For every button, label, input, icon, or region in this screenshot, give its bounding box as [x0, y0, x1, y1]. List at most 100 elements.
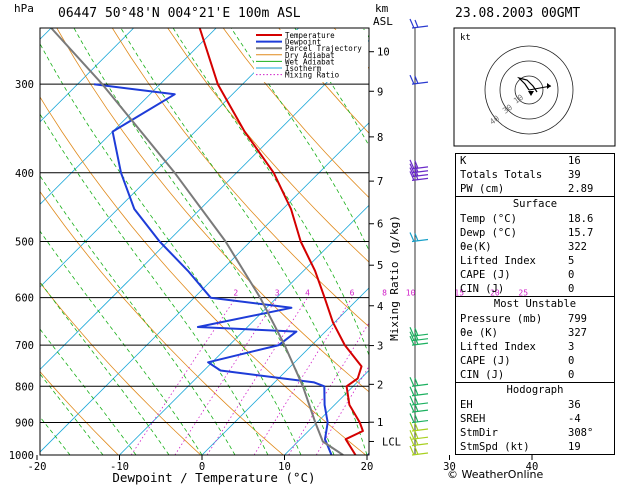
mixing-ratio-tick-label: 25 [518, 289, 528, 298]
wind-barb-flag [414, 378, 419, 386]
wet-adiabat-line [40, 230, 203, 455]
mu-cin-value: 0 [568, 369, 575, 381]
pressure-tick-label: 900 [15, 418, 34, 430]
wet-adiabat-line [40, 373, 104, 455]
mixing-ratio-tick-label: 4 [305, 289, 310, 298]
dry-adiabat-line [222, 28, 369, 199]
wind-barb [409, 445, 429, 456]
wind-barb-flag [414, 75, 419, 84]
eh-value: 36 [568, 399, 581, 411]
wind-barb-shaft [411, 436, 429, 440]
mu-cape-value: 0 [568, 355, 575, 367]
wind-barb-flag [414, 336, 419, 345]
profiles [50, 28, 364, 455]
hodograph-ring [499, 60, 559, 120]
legend-entry: Mixing Ratio [285, 71, 340, 80]
wind-barb-flag [409, 377, 415, 387]
wind-barb-flag [414, 19, 419, 28]
mixing-ratio-tick-label: 10 [406, 289, 416, 298]
km-tick-label: 2 [377, 379, 383, 391]
legend-entry: Dewpoint [285, 38, 321, 47]
wind-barb-flag [409, 167, 415, 177]
wind-barb-flag [414, 422, 419, 431]
tt-label: Totals Totals [460, 169, 543, 181]
wind-barb-shaft [411, 238, 429, 243]
mixing-ratio-tick-label: 8 [382, 289, 387, 298]
mu-li-value: 3 [568, 341, 575, 353]
s-temp-label: Temp (°C) [460, 213, 517, 225]
km-tick-label: 10 [377, 47, 390, 59]
x-axis-label: Dewpoint / Temperature (°C) [112, 470, 315, 485]
km-tick-label: 4 [377, 301, 383, 313]
mixing-ratio-tick-label: 6 [350, 289, 355, 298]
mixing-ratio-tick-label: 15 [454, 289, 464, 298]
eh-label: EH [460, 399, 473, 411]
x-tick-label: 40 [526, 461, 539, 473]
station-title: 06447 50°48'N 004°21'E 100m ASL [58, 6, 301, 21]
dry-adiabat-line [111, 28, 369, 328]
wind-barb-flag [414, 387, 419, 396]
pressure-tick-label: 700 [15, 340, 34, 352]
isotherm-line [615, 28, 629, 455]
dry-adiabat-line [40, 371, 119, 455]
km-tick-label: 3 [377, 341, 383, 353]
pressure-tick-label: 300 [15, 79, 34, 91]
x-tick-label: -20 [28, 461, 47, 473]
mixing-ratio-line [130, 297, 237, 455]
wind-barb-shaft [411, 338, 429, 342]
wind-barb [409, 326, 429, 337]
wind-barb [409, 18, 429, 29]
wind-barb-flag [409, 386, 415, 396]
wet-adiabat-line [120, 28, 368, 455]
stmspd-value: 19 [568, 441, 581, 453]
wind-barb-flag [409, 429, 415, 440]
tt-value: 39 [568, 169, 581, 181]
wind-barb-flag [409, 413, 415, 423]
mixing-ratio-tick-label: 2 [233, 289, 238, 298]
wind-barb-flag [414, 430, 419, 439]
wind-barb-flag [409, 402, 415, 413]
x-tick-label: 30 [443, 461, 456, 473]
wet-adiabat-line [73, 28, 335, 455]
wind-barb [409, 377, 429, 387]
isotherm-line [40, 28, 134, 123]
wet-adiabat-line [40, 281, 170, 455]
wind-barb-shaft [411, 409, 429, 413]
s-li-label: Lifted Index [460, 255, 536, 267]
wind-barb-flag [409, 18, 415, 29]
hodograph-frame [453, 27, 616, 147]
isotherm-line [201, 287, 369, 455]
temperature-line [198, 28, 364, 455]
wind-barb-shaft [411, 170, 429, 174]
surface-title: Surface [512, 198, 558, 210]
stmdir-value: 308° [568, 427, 594, 439]
mixing-ratio-tick-label: 3 [275, 289, 280, 298]
wind-barb-shaft [411, 25, 429, 29]
most-unstable-title: Most Unstable [493, 298, 577, 310]
wind-barb-flag [409, 395, 415, 406]
wind-barb-shaft [411, 443, 429, 447]
parcel-trajectory-line [50, 28, 344, 455]
mu-li-label: Lifted Index [460, 341, 536, 353]
pw-label: PW (cm) [460, 183, 505, 195]
mu-theta-value: 327 [568, 327, 587, 339]
wind-barb-flag [409, 171, 415, 181]
wind-barb [409, 429, 429, 440]
km-tick-label: 6 [377, 219, 383, 231]
x-tick-label: 20 [361, 461, 374, 473]
wind-barb-flag [414, 414, 419, 423]
km-tick-label: 8 [377, 132, 383, 144]
wind-barb-shaft [411, 173, 429, 178]
legend-background [254, 30, 368, 82]
wind-barb-flag [414, 160, 419, 169]
wind-barb-shaft [411, 333, 429, 337]
storm-motion-arrowhead [547, 83, 551, 89]
km-tick-label: 1 [377, 417, 383, 429]
s-theta-label: θe(K) [460, 241, 492, 253]
hodograph-unit-label: kt [460, 33, 471, 43]
hodograph-title: Hodograph [506, 384, 564, 396]
wet-adiabat-line [40, 175, 236, 455]
k-label: K [460, 155, 467, 167]
dewpoint-line [93, 83, 333, 455]
